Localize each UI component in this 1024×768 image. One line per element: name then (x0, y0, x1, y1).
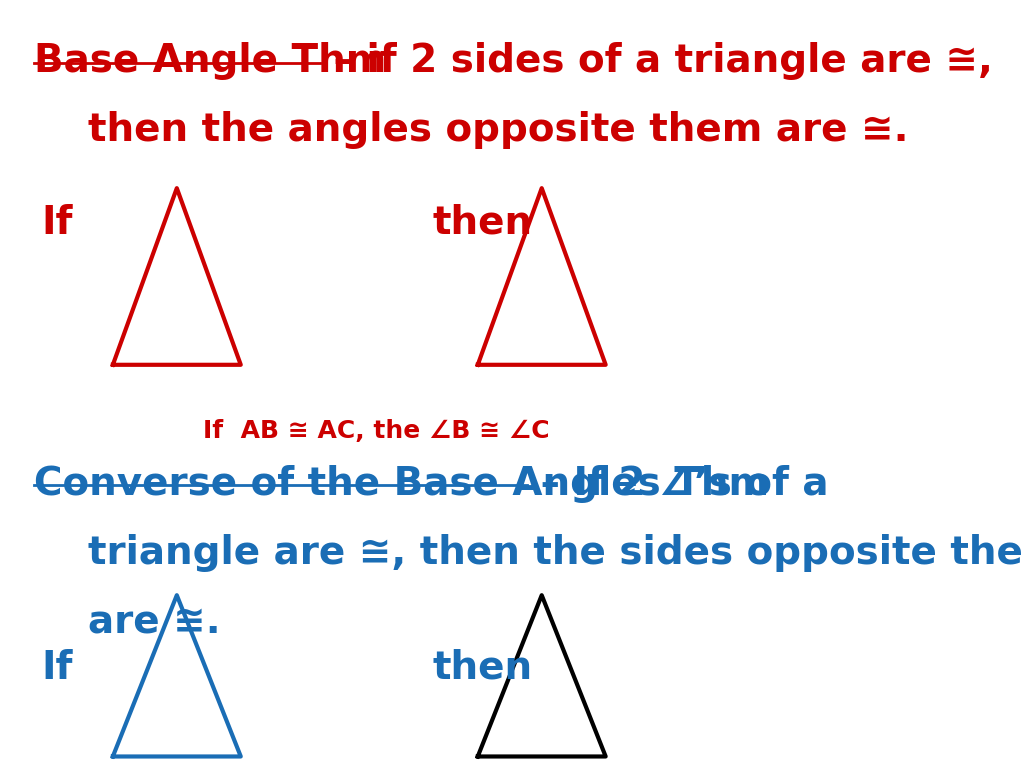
Text: then: then (432, 204, 532, 241)
Text: – If 2 ∠’s of a: – If 2 ∠’s of a (526, 465, 828, 502)
Text: are ≅.: are ≅. (34, 603, 220, 641)
Text: If: If (41, 649, 73, 687)
Text: triangle are ≅, then the sides opposite them: triangle are ≅, then the sides opposite … (34, 534, 1024, 571)
Text: then the angles opposite them are ≅.: then the angles opposite them are ≅. (34, 111, 908, 149)
Text: then: then (432, 649, 532, 687)
Text: Converse of the Base Angles Thm: Converse of the Base Angles Thm (34, 465, 769, 502)
Text: If: If (41, 204, 73, 241)
Text: Base Angle Thm: Base Angle Thm (34, 42, 386, 80)
Text: If  AB ≅ AC, the ∠B ≅ ∠C: If AB ≅ AC, the ∠B ≅ ∠C (203, 419, 550, 442)
Text: – if 2 sides of a triangle are ≅,: – if 2 sides of a triangle are ≅, (319, 42, 992, 80)
